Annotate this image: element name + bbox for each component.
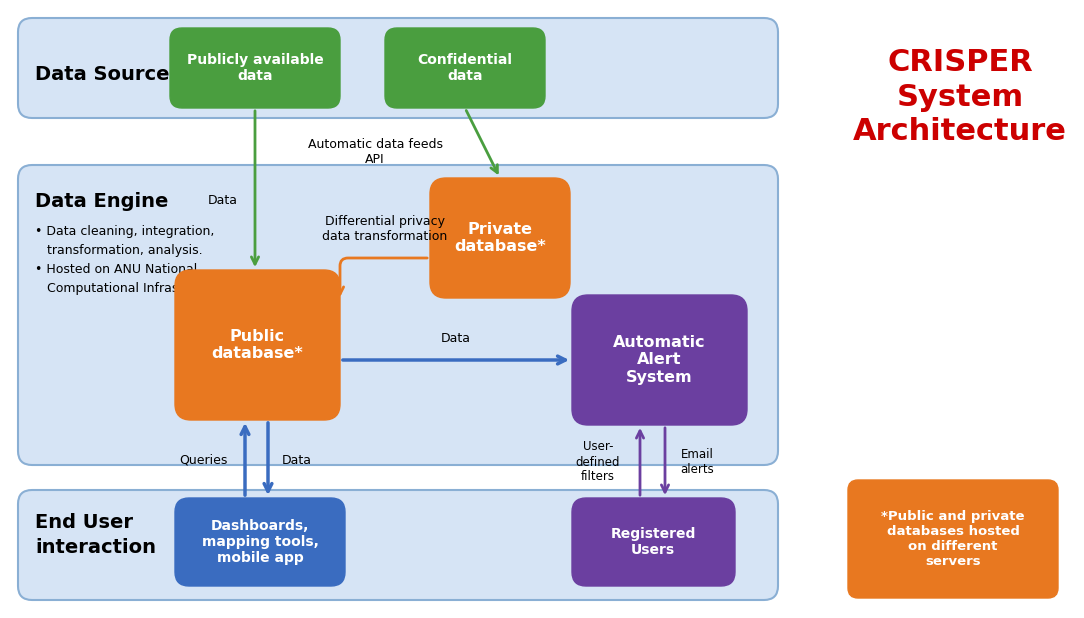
FancyBboxPatch shape <box>170 28 340 108</box>
Text: User-
defined
filters: User- defined filters <box>576 441 620 483</box>
Text: Data: Data <box>282 454 312 467</box>
Text: Automatic data feeds
API: Automatic data feeds API <box>308 138 442 166</box>
FancyBboxPatch shape <box>385 28 545 108</box>
FancyBboxPatch shape <box>430 178 570 298</box>
Text: Confidential
data: Confidential data <box>417 53 513 83</box>
Text: Data Engine: Data Engine <box>35 192 168 211</box>
Text: Data: Data <box>208 193 238 206</box>
FancyBboxPatch shape <box>18 165 778 465</box>
Text: End User
interaction: End User interaction <box>35 513 156 557</box>
Text: Differential privacy
data transformation: Differential privacy data transformation <box>322 215 448 243</box>
FancyBboxPatch shape <box>175 270 340 420</box>
Text: CRISPER
System
Architecture: CRISPER System Architecture <box>853 48 1067 146</box>
Text: Data Sources: Data Sources <box>35 66 181 85</box>
Text: Data: Data <box>441 332 472 345</box>
Text: *Public and private
databases hosted
on different
servers: *Public and private databases hosted on … <box>881 510 1024 568</box>
Text: Automatic
Alert
System: Automatic Alert System <box>612 335 706 385</box>
FancyBboxPatch shape <box>572 498 735 586</box>
Text: Dashboards,
mapping tools,
mobile app: Dashboards, mapping tools, mobile app <box>202 519 319 565</box>
FancyBboxPatch shape <box>18 490 778 600</box>
Text: Queries: Queries <box>180 454 228 467</box>
FancyBboxPatch shape <box>572 295 747 425</box>
Text: Public
database*: Public database* <box>211 329 302 361</box>
Text: • Data cleaning, integration,
   transformation, analysis.
• Hosted on ANU Natio: • Data cleaning, integration, transforma… <box>35 225 229 295</box>
Text: Registered
Users: Registered Users <box>610 527 696 557</box>
FancyBboxPatch shape <box>848 480 1058 598</box>
FancyBboxPatch shape <box>175 498 345 586</box>
Text: Publicly available
data: Publicly available data <box>186 53 323 83</box>
Text: Private
database*: Private database* <box>454 222 546 254</box>
Text: Email
alerts: Email alerts <box>680 448 713 476</box>
FancyBboxPatch shape <box>18 18 778 118</box>
